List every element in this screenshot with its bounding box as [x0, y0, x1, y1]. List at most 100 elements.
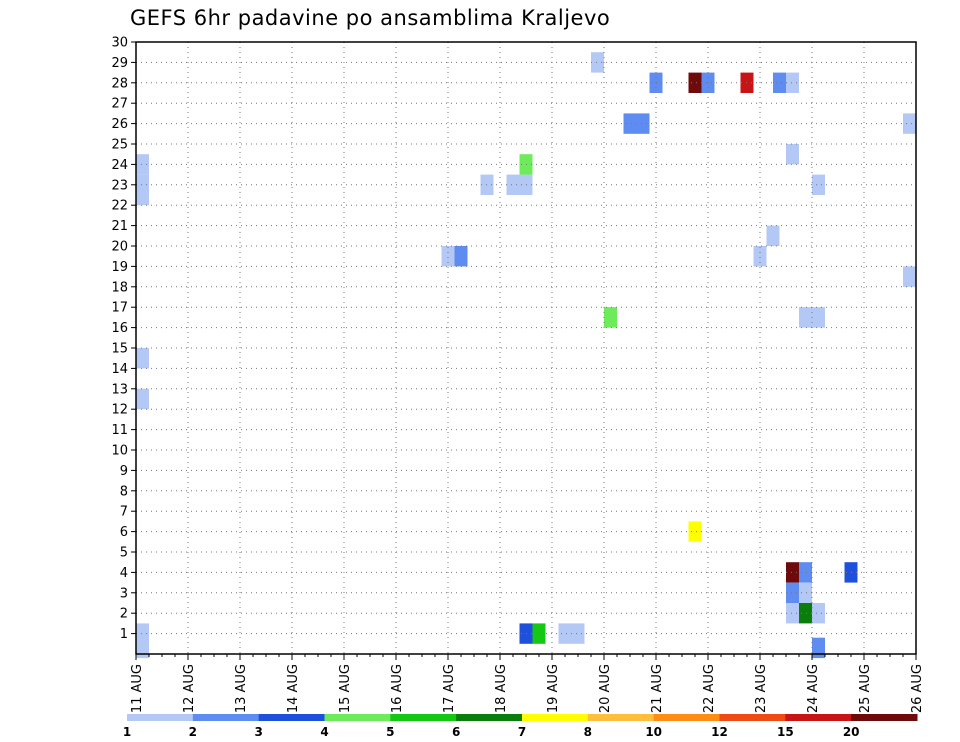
y-tick-label: 21 — [111, 219, 128, 234]
y-tick-label: 26 — [111, 117, 128, 132]
data-cell — [136, 388, 149, 410]
data-cell — [604, 307, 617, 328]
y-tick-label: 27 — [111, 97, 128, 112]
data-cell — [786, 582, 799, 603]
colorbar-label: 4 — [320, 725, 328, 739]
y-tick-label: 8 — [120, 484, 128, 499]
x-tick-label: 18 AUG — [494, 664, 509, 713]
colorbar-label: 2 — [189, 725, 197, 739]
y-tick-label: 11 — [111, 423, 128, 438]
y-tick-label: 5 — [120, 546, 128, 561]
colorbar-swatch — [587, 714, 655, 721]
colorbar-swatch — [653, 714, 720, 721]
data-cell — [786, 562, 799, 583]
data-cell — [136, 637, 149, 659]
data-cell — [571, 623, 585, 644]
data-cell — [688, 521, 702, 542]
data-cell — [454, 246, 468, 267]
x-tick-label: 12 AUG — [182, 664, 197, 713]
data-cell — [799, 562, 812, 583]
colorbar-swatch — [258, 714, 325, 721]
y-tick-label: 18 — [111, 280, 128, 295]
data-cells — [136, 52, 916, 659]
y-tick-label: 13 — [111, 382, 128, 397]
colorbar-label: 15 — [777, 725, 794, 739]
y-tick-label: 9 — [120, 464, 128, 479]
data-cell — [753, 246, 767, 267]
x-tick-label: 21 AUG — [650, 664, 665, 713]
data-cell — [812, 174, 825, 195]
colorbar-label: 3 — [254, 725, 262, 739]
data-cell — [136, 154, 149, 175]
x-tick-label: 25 AUG — [858, 664, 873, 713]
colorbar-label: 8 — [584, 725, 592, 739]
y-tick-label: 29 — [111, 56, 128, 71]
colorbar-label: 5 — [386, 725, 394, 739]
y-tick-label: 30 — [111, 36, 128, 51]
y-tick-label: 17 — [111, 301, 128, 316]
data-cell — [799, 603, 812, 624]
colorbar-swatch — [390, 714, 457, 721]
colorbar-swatch — [324, 714, 391, 721]
data-cell — [799, 582, 812, 603]
data-cell — [786, 144, 799, 165]
y-tick-label: 6 — [120, 525, 128, 540]
x-tick-label: 20 AUG — [598, 664, 613, 713]
y-tick-label: 19 — [111, 260, 128, 275]
chart-title: GEFS 6hr padavine po ansamblima Kraljevo — [130, 6, 611, 30]
data-cell — [799, 307, 812, 328]
colorbar-swatch — [785, 714, 852, 721]
data-cell — [623, 113, 637, 134]
x-tick-label: 23 AUG — [754, 664, 769, 713]
y-tick-label: 4 — [120, 566, 128, 581]
y-tick-label: 15 — [111, 342, 128, 357]
grid-lines — [136, 42, 916, 654]
colorbar-label: 12 — [711, 725, 728, 739]
axes: 1234567891011121314151617181920212223242… — [111, 36, 925, 714]
colorbar-swatch — [522, 714, 589, 721]
y-tick-label: 10 — [111, 444, 128, 459]
data-cell — [812, 307, 825, 328]
y-tick-label: 7 — [120, 505, 128, 520]
data-cell — [773, 72, 786, 93]
colorbar-swatch — [719, 714, 786, 721]
colorbar-label: 20 — [843, 725, 860, 739]
x-tick-label: 17 AUG — [442, 664, 457, 713]
y-tick-label: 1 — [120, 627, 128, 642]
y-tick-label: 12 — [111, 403, 128, 418]
y-tick-label: 14 — [111, 362, 128, 377]
x-tick-label: 15 AUG — [338, 664, 353, 713]
y-tick-label: 25 — [111, 138, 128, 153]
data-cell — [786, 603, 799, 624]
colorbar-swatch — [851, 714, 918, 721]
x-tick-label: 24 AUG — [806, 664, 821, 713]
data-cell — [786, 72, 799, 93]
data-cell — [558, 623, 572, 644]
y-tick-label: 22 — [111, 199, 128, 214]
colorbar-swatch — [456, 714, 523, 721]
data-cell — [441, 246, 455, 267]
colorbar-label: 1 — [123, 725, 131, 739]
colorbar-label: 10 — [645, 725, 662, 739]
x-tick-label: 13 AUG — [234, 664, 249, 713]
y-tick-label: 28 — [111, 76, 128, 91]
data-cell — [506, 174, 520, 195]
data-cell — [532, 623, 546, 644]
y-tick-label: 20 — [111, 240, 128, 255]
y-tick-label: 3 — [120, 586, 128, 601]
y-tick-label: 23 — [111, 178, 128, 193]
x-tick-label: 16 AUG — [390, 664, 405, 713]
data-cell — [766, 225, 780, 246]
data-cell — [136, 184, 149, 206]
data-cell — [812, 637, 825, 659]
data-cell — [591, 52, 604, 73]
y-tick-label: 24 — [111, 158, 128, 173]
data-cell — [903, 266, 916, 287]
colorbar-swatch — [192, 714, 260, 721]
data-cell — [812, 603, 825, 624]
x-tick-label: 19 AUG — [546, 664, 561, 713]
x-tick-label: 22 AUG — [702, 664, 717, 713]
x-tick-label: 26 AUG — [910, 664, 925, 713]
y-tick-label: 16 — [111, 321, 128, 336]
